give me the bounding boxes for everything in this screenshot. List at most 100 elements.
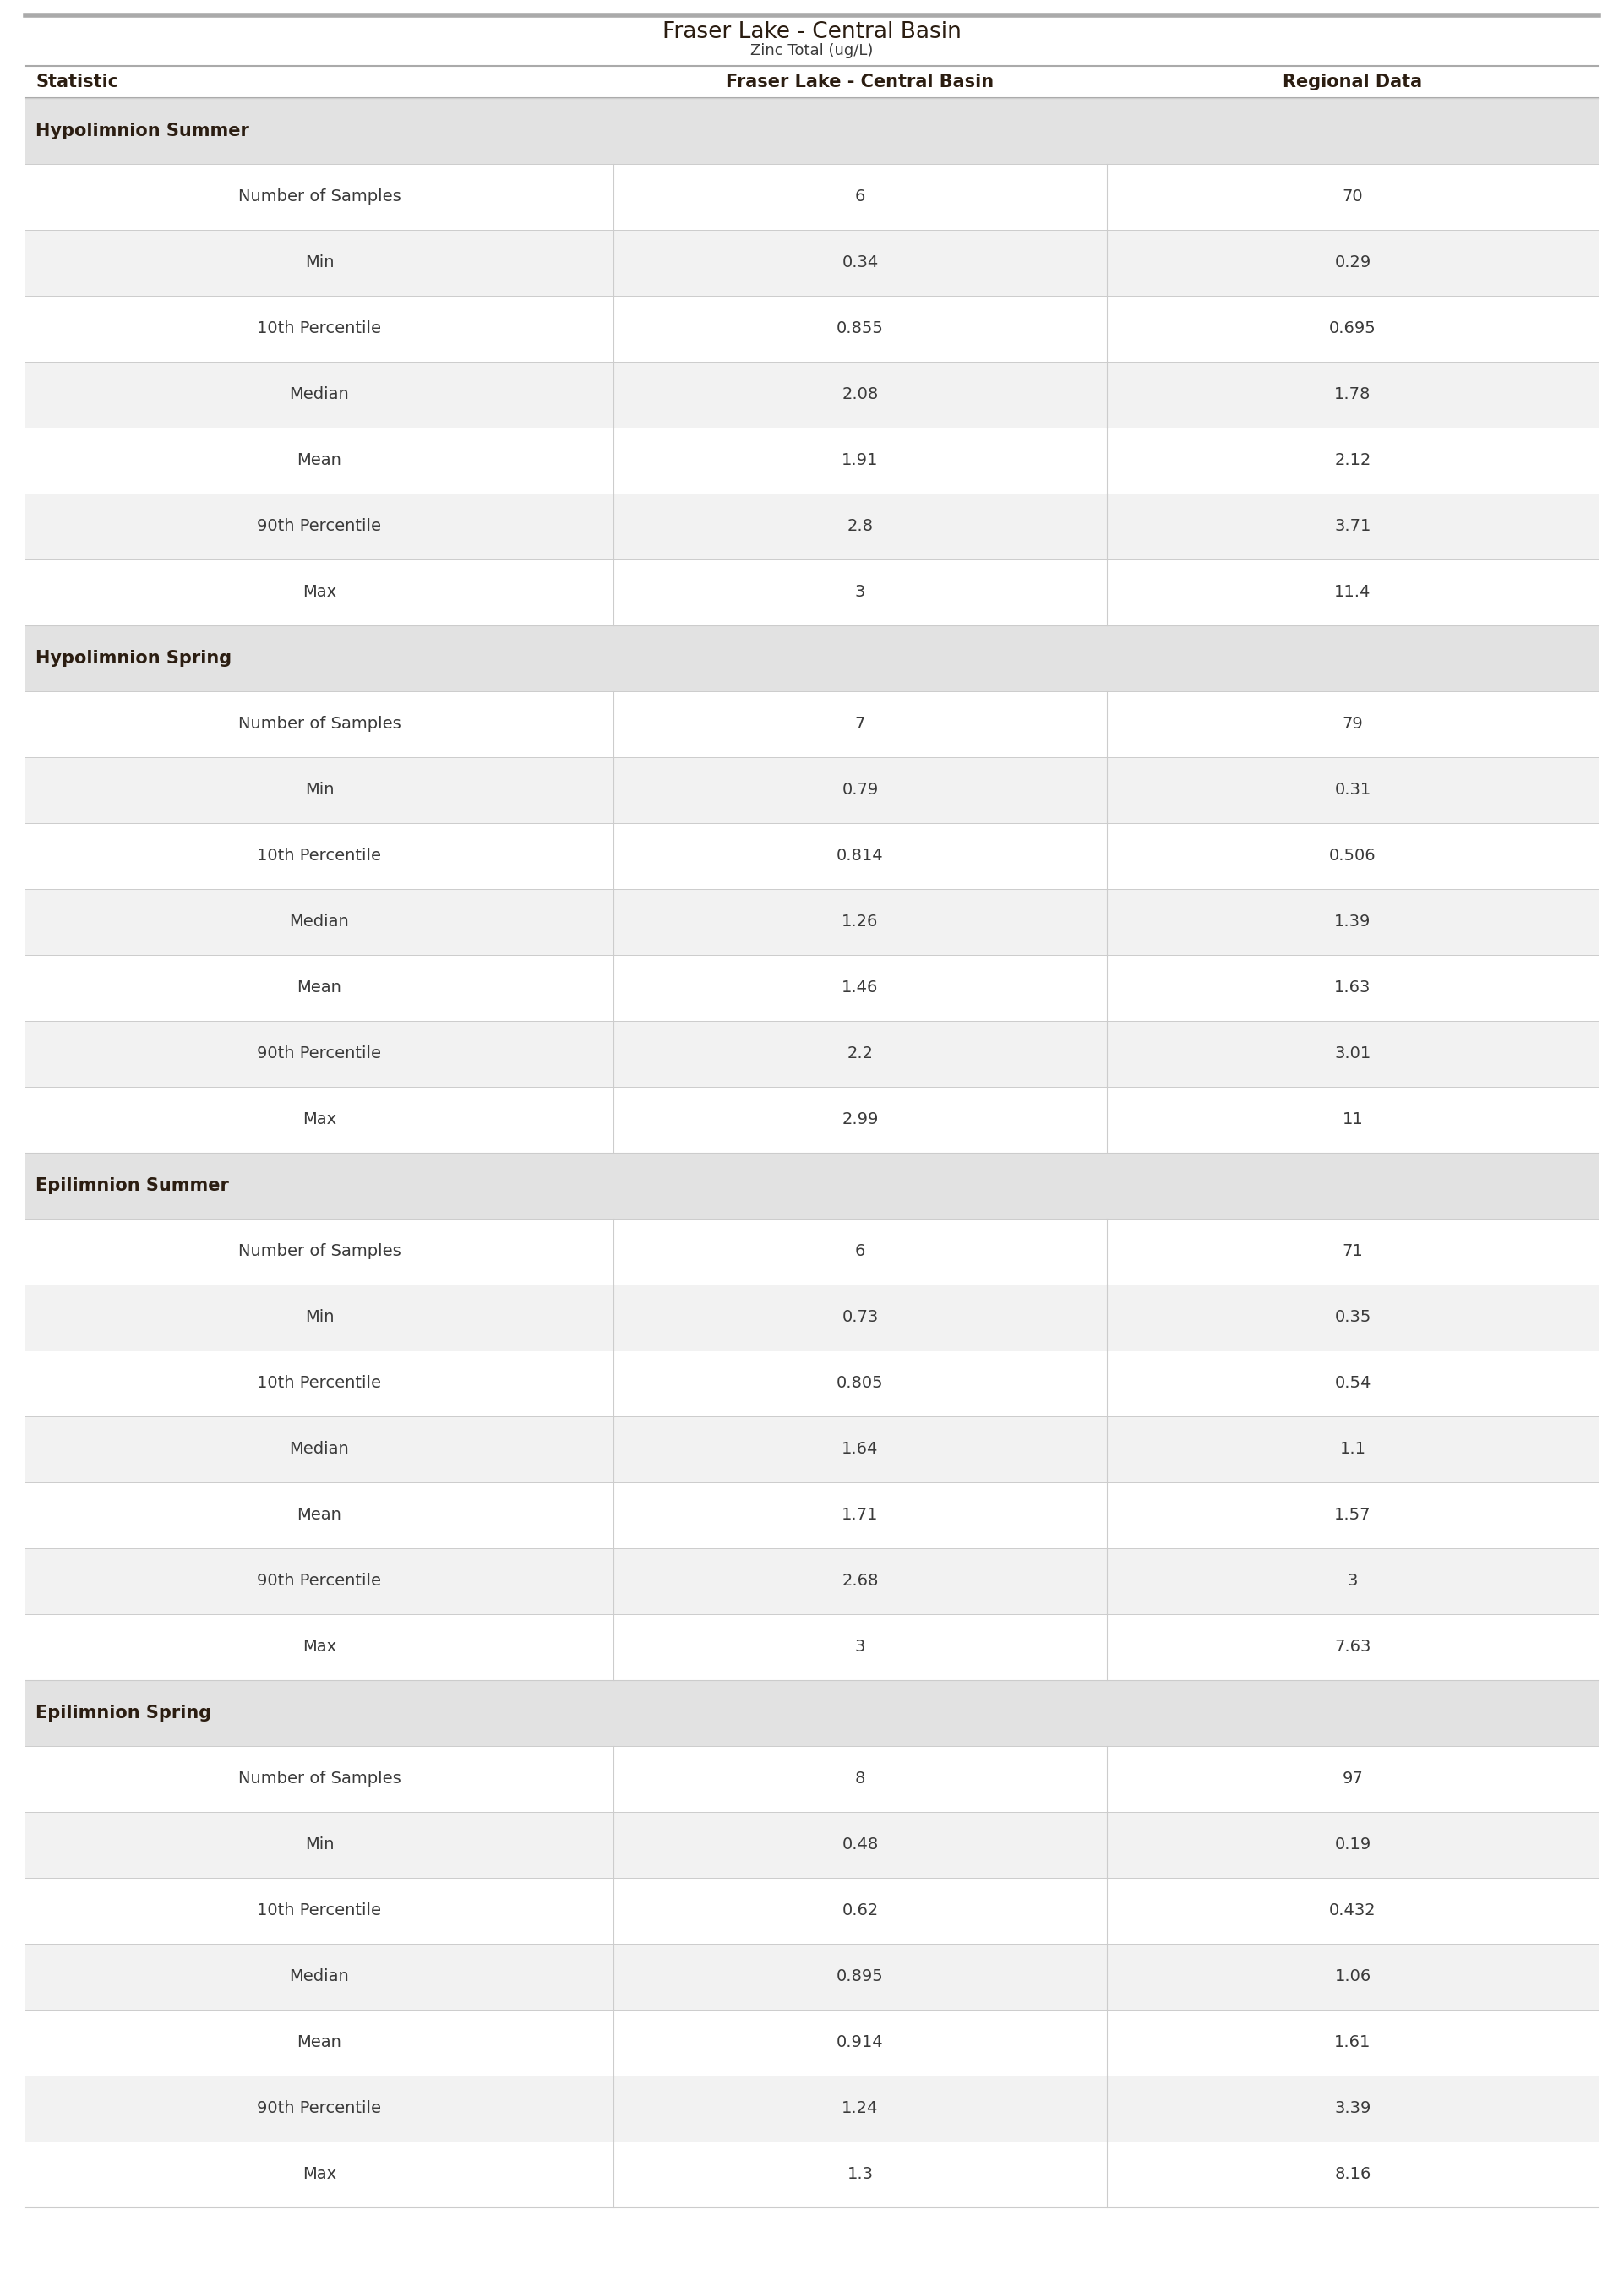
Bar xyxy=(26,1680,1598,1746)
Text: 90th Percentile: 90th Percentile xyxy=(257,1573,382,1589)
Bar xyxy=(26,1811,1598,1877)
Text: 0.48: 0.48 xyxy=(841,1836,879,1852)
Text: 1.06: 1.06 xyxy=(1335,1968,1371,1984)
Bar xyxy=(26,558,1598,627)
Text: Epilimnion Spring: Epilimnion Spring xyxy=(36,1705,211,1721)
Text: 1.1: 1.1 xyxy=(1340,1441,1366,1457)
Text: 0.73: 0.73 xyxy=(841,1310,879,1326)
Text: 7.63: 7.63 xyxy=(1335,1639,1371,1655)
Text: 97: 97 xyxy=(1343,1771,1363,1786)
Text: 2.99: 2.99 xyxy=(841,1112,879,1128)
Text: 1.64: 1.64 xyxy=(841,1441,879,1457)
Bar xyxy=(26,1351,1598,1416)
Bar xyxy=(26,824,1598,890)
Text: 2.12: 2.12 xyxy=(1335,452,1371,468)
Text: 90th Percentile: 90th Percentile xyxy=(257,518,382,533)
Text: 1.78: 1.78 xyxy=(1335,386,1371,402)
Bar xyxy=(26,1416,1598,1482)
Text: 0.35: 0.35 xyxy=(1335,1310,1371,1326)
Text: Median: Median xyxy=(289,1968,349,1984)
Text: 1.24: 1.24 xyxy=(841,2100,879,2116)
Bar xyxy=(26,1746,1598,1811)
Bar xyxy=(26,1285,1598,1351)
Text: 90th Percentile: 90th Percentile xyxy=(257,2100,382,2116)
Text: 0.506: 0.506 xyxy=(1330,849,1376,865)
Text: 6: 6 xyxy=(854,1244,866,1260)
Text: 2.8: 2.8 xyxy=(848,518,874,533)
Text: 2.68: 2.68 xyxy=(841,1573,879,1589)
Text: Mean: Mean xyxy=(297,1507,341,1523)
Text: Epilimnion Summer: Epilimnion Summer xyxy=(36,1178,229,1194)
Text: Min: Min xyxy=(305,783,335,799)
Bar xyxy=(26,2075,1598,2141)
Bar xyxy=(26,163,1598,229)
Text: 1.46: 1.46 xyxy=(841,981,879,997)
Text: Min: Min xyxy=(305,1310,335,1326)
Bar xyxy=(26,758,1598,824)
Text: 10th Percentile: 10th Percentile xyxy=(257,320,382,336)
Text: 1.39: 1.39 xyxy=(1335,915,1371,931)
Bar xyxy=(26,1482,1598,1548)
Text: 6: 6 xyxy=(854,188,866,204)
Text: Regional Data: Regional Data xyxy=(1283,73,1423,91)
Text: Number of Samples: Number of Samples xyxy=(239,188,401,204)
Bar xyxy=(26,890,1598,956)
Text: 0.805: 0.805 xyxy=(836,1376,883,1392)
Text: 10th Percentile: 10th Percentile xyxy=(257,849,382,865)
Text: 1.63: 1.63 xyxy=(1335,981,1371,997)
Text: Number of Samples: Number of Samples xyxy=(239,1244,401,1260)
Text: 2.2: 2.2 xyxy=(848,1046,874,1062)
Text: 11.4: 11.4 xyxy=(1335,583,1371,602)
Bar xyxy=(26,361,1598,427)
Text: Median: Median xyxy=(289,915,349,931)
Bar xyxy=(26,627,1598,692)
Text: 2.08: 2.08 xyxy=(841,386,879,402)
Text: Median: Median xyxy=(289,386,349,402)
Text: Hypolimnion Spring: Hypolimnion Spring xyxy=(36,649,232,667)
Text: Max: Max xyxy=(302,1112,336,1128)
Bar xyxy=(26,229,1598,295)
Text: 0.814: 0.814 xyxy=(836,849,883,865)
Text: 71: 71 xyxy=(1343,1244,1363,1260)
Bar xyxy=(26,1548,1598,1614)
Text: 0.62: 0.62 xyxy=(841,1902,879,1918)
Text: 0.29: 0.29 xyxy=(1335,254,1371,270)
Bar xyxy=(26,1022,1598,1087)
Text: 0.79: 0.79 xyxy=(841,783,879,799)
Bar xyxy=(26,1877,1598,1943)
Text: 11: 11 xyxy=(1343,1112,1363,1128)
Text: 0.432: 0.432 xyxy=(1330,1902,1376,1918)
Text: 8: 8 xyxy=(854,1771,866,1786)
Text: Mean: Mean xyxy=(297,981,341,997)
Text: 10th Percentile: 10th Percentile xyxy=(257,1376,382,1392)
Bar xyxy=(26,956,1598,1022)
Text: 0.914: 0.914 xyxy=(836,2034,883,2050)
Text: Zinc Total (ug/L): Zinc Total (ug/L) xyxy=(750,43,874,59)
Bar xyxy=(26,1153,1598,1219)
Bar xyxy=(26,493,1598,558)
Text: 1.91: 1.91 xyxy=(841,452,879,468)
Text: 7: 7 xyxy=(854,717,866,733)
Text: 0.855: 0.855 xyxy=(836,320,883,336)
Text: Statistic: Statistic xyxy=(36,73,119,91)
Text: Min: Min xyxy=(305,254,335,270)
Text: Max: Max xyxy=(302,583,336,602)
Bar xyxy=(26,692,1598,758)
Text: 3.01: 3.01 xyxy=(1335,1046,1371,1062)
Text: 1.26: 1.26 xyxy=(841,915,879,931)
Bar xyxy=(26,295,1598,361)
Text: 8.16: 8.16 xyxy=(1335,2166,1371,2181)
Bar xyxy=(26,2141,1598,2206)
Text: 1.57: 1.57 xyxy=(1335,1507,1371,1523)
Text: Fraser Lake - Central Basin: Fraser Lake - Central Basin xyxy=(663,20,961,43)
Text: 10th Percentile: 10th Percentile xyxy=(257,1902,382,1918)
Bar xyxy=(26,1614,1598,1680)
Text: 0.54: 0.54 xyxy=(1335,1376,1371,1392)
Text: 3.39: 3.39 xyxy=(1335,2100,1371,2116)
Text: 0.695: 0.695 xyxy=(1328,320,1376,336)
Text: Hypolimnion Summer: Hypolimnion Summer xyxy=(36,123,248,138)
Text: Max: Max xyxy=(302,2166,336,2181)
Text: 1.61: 1.61 xyxy=(1335,2034,1371,2050)
Bar xyxy=(26,1943,1598,2009)
Text: Number of Samples: Number of Samples xyxy=(239,717,401,733)
